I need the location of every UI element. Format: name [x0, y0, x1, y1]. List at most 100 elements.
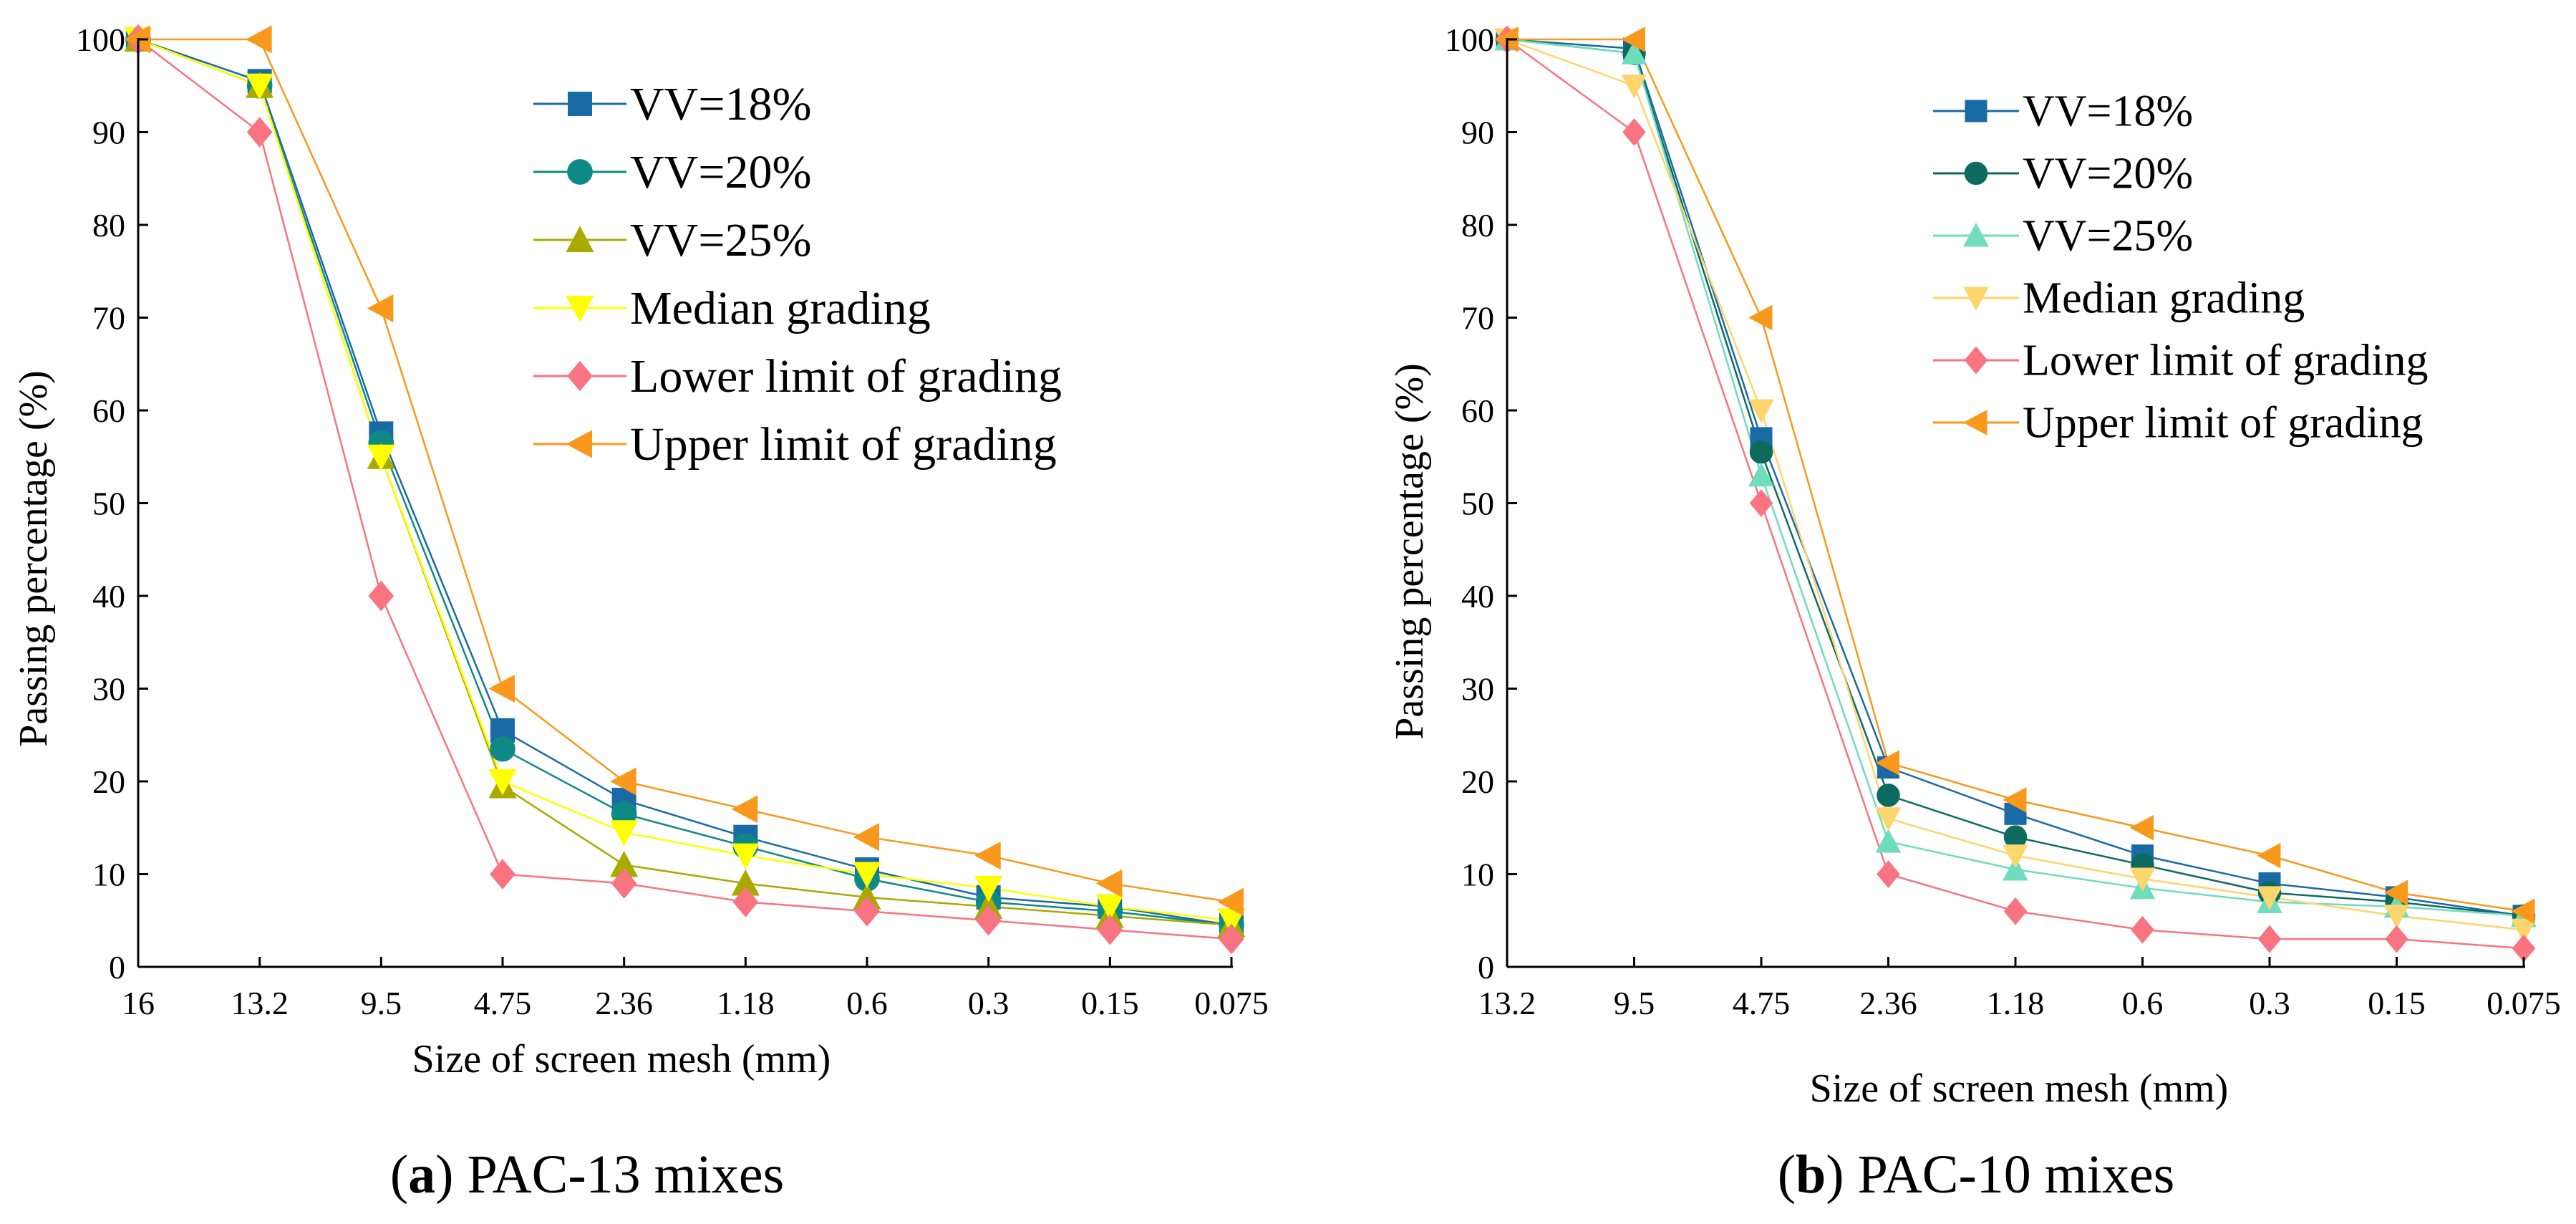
data-point-a-3-3: [488, 769, 517, 796]
data-point-a-3-6: [853, 862, 881, 889]
legend-marker: [1963, 223, 1989, 247]
data-point-b-5-3: [1875, 750, 1899, 776]
data-point-b-4-6: [2257, 925, 2282, 953]
legend-a: VV=18% VV=20% VV=25% Median grading Lower li…: [533, 78, 1062, 471]
x-tick-label: 2.36: [1859, 985, 1917, 1021]
x-tick-label: 0.075: [1194, 985, 1269, 1021]
y-ticks-b: 0 10 20 30 40 50 60 70 80 90 100: [1445, 21, 1517, 986]
x-tick-label: 0.3: [968, 985, 1009, 1021]
data-point-a-2-4: [610, 851, 639, 877]
data-point-b-3-5: [2129, 867, 2156, 892]
data-point-a-4-9: [1219, 923, 1244, 955]
legend-label: VV=18%: [2023, 87, 2193, 135]
data-point-a-5-2: [367, 294, 394, 323]
y-tick-label: 30: [1461, 671, 1494, 708]
series-layer-b: [1494, 25, 2537, 963]
data-point-a-2-5: [731, 869, 760, 896]
data-point-b-2-1: [1621, 40, 1647, 64]
data-point-a-3-5: [731, 843, 760, 870]
data-point-a-5-7: [974, 842, 1001, 870]
data-point-a-4-8: [1097, 914, 1123, 945]
data-point-b-1-3: [1877, 784, 1900, 807]
y-tick-label: 20: [1461, 763, 1494, 800]
data-point-b-5-8: [2511, 898, 2535, 925]
data-point-b-3-8: [2511, 918, 2537, 943]
y-tick-label: 50: [92, 486, 125, 522]
series-line-a-4: [137, 39, 1232, 940]
data-point-a-4-1: [246, 117, 273, 148]
caption-text-b: PAC-10 mixes: [1844, 1145, 2175, 1205]
series-line-b-5: [1507, 38, 2524, 912]
series-line-a-1: [137, 38, 1232, 926]
data-point-b-2-2: [1748, 462, 1774, 487]
data-point-b-4-5: [2131, 915, 2154, 944]
data-point-a-3-2: [367, 444, 395, 471]
y-tick-label: 90: [92, 115, 125, 151]
data-point-b-4-4: [2003, 897, 2028, 925]
x-tick-label: 9.5: [361, 985, 402, 1021]
data-point-a-5-9: [1217, 887, 1244, 916]
x-tick-label: 4.75: [474, 985, 532, 1021]
legend-marker: [1963, 286, 1989, 311]
data-point-a-5-8: [1095, 869, 1123, 897]
legend-label: VV=20%: [630, 146, 812, 198]
legend-marker: [566, 430, 592, 458]
y-tick-label: 90: [1461, 115, 1494, 151]
data-point-b-4-3: [1877, 860, 1900, 888]
legend-marker: [566, 296, 594, 322]
series-line-a-0: [137, 38, 1232, 926]
y-tick-label: 70: [92, 300, 125, 337]
legend-marker: [568, 92, 592, 116]
legend-label: Upper limit of grading: [2023, 398, 2424, 447]
data-point-b-4-2: [1749, 489, 1773, 517]
legend-label: VV=25%: [2023, 211, 2193, 260]
legend-label: VV=20%: [2023, 149, 2193, 198]
y-tick-label: 10: [1461, 857, 1494, 893]
caption-a: (a) PAC-13 mixes: [390, 1145, 784, 1205]
data-point-b-3-4: [2003, 844, 2028, 869]
data-point-a-5-6: [853, 823, 879, 852]
series-line-b-1: [1506, 38, 2524, 917]
x-tick-label: 13.2: [231, 985, 289, 1021]
data-point-b-4-8: [2512, 934, 2536, 963]
y-tick-label: 100: [76, 21, 125, 58]
data-point-b-3-1: [1621, 74, 1647, 99]
legend-marker: [1965, 100, 1987, 122]
y-tick-label: 100: [1445, 21, 1494, 58]
x-tick-label: 1.18: [717, 985, 775, 1021]
data-point-b-3-2: [1748, 399, 1774, 423]
series-line-b-2: [1506, 38, 2524, 917]
y-tick-label: 60: [1461, 392, 1494, 429]
x-tick-label: 1.18: [1987, 985, 2045, 1021]
data-point-a-3-1: [246, 73, 274, 100]
data-point-a-1-3: [490, 736, 515, 762]
x-tick-label: 0.6: [846, 985, 888, 1021]
y-tick-label: 50: [1461, 486, 1494, 522]
legend-marker: [567, 360, 593, 392]
legend-label: VV=25%: [630, 214, 812, 266]
data-point-b-3-7: [2383, 905, 2410, 929]
y-tick-label: 60: [92, 392, 125, 429]
data-point-a-5-3: [488, 674, 515, 703]
chart-panel-b: 0 10 20 30 40 50 60 70 80 90 100 13.2 9.5 4.75 2.36 1.…: [1388, 21, 2561, 1205]
data-point-b-3-6: [2257, 886, 2282, 910]
y-tick-label: 10: [92, 857, 125, 893]
legend-marker: [1964, 161, 1988, 185]
legend-label: Median grading: [2023, 274, 2305, 322]
data-point-a-4-6: [854, 896, 880, 927]
legend-label: Median grading: [630, 282, 931, 334]
x-ticks-b: 13.2 9.5 4.75 2.36 1.18 0.6 0.3 0.15 0.075: [1478, 957, 2561, 1021]
data-point-b-2-4: [2003, 857, 2028, 881]
x-tick-label: 0.075: [2487, 985, 2561, 1021]
series-layer-a: [124, 24, 1246, 955]
legend-label: VV=18%: [630, 78, 812, 130]
y-tick-label: 0: [1478, 949, 1494, 986]
x-axis-label-b: Size of screen mesh (mm): [1810, 1066, 2229, 1111]
x-axis-label-a: Size of screen mesh (mm): [412, 1037, 831, 1081]
data-point-a-3-7: [974, 875, 1003, 902]
legend-marker: [566, 226, 594, 252]
legend-label: Lower limit of grading: [630, 350, 1062, 403]
data-point-b-5-5: [2129, 814, 2154, 841]
data-point-a-3-8: [1095, 894, 1124, 921]
data-point-a-4-2: [368, 580, 394, 612]
